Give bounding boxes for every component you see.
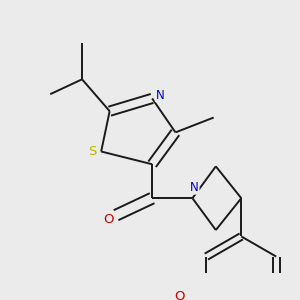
Text: O: O	[103, 213, 114, 226]
Text: N: N	[190, 181, 199, 194]
Text: S: S	[88, 145, 96, 158]
Text: O: O	[174, 290, 185, 300]
Text: N: N	[155, 88, 164, 101]
